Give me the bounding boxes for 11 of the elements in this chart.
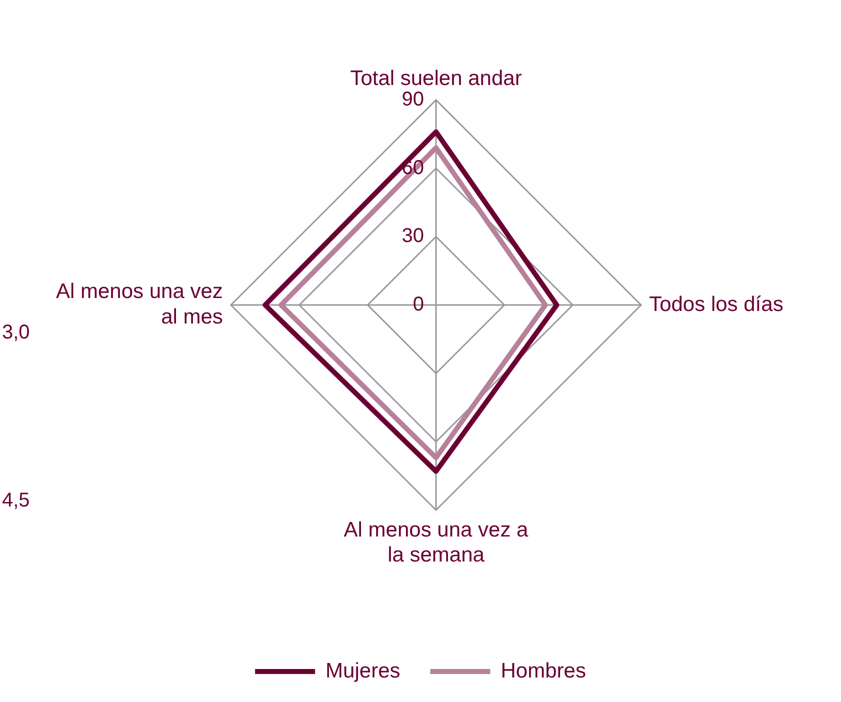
text: 4,5 [2, 490, 30, 512]
y-tick-label: 0 [412, 294, 424, 316]
y-tick-label: 90 [402, 88, 424, 110]
spoke-label: Total suelen andar [350, 67, 522, 90]
legend-label: Mujeres [326, 659, 400, 682]
spoke-label: Al menos una vez a la semana [344, 518, 529, 567]
y-tick-label: 30 [402, 225, 424, 248]
spoke-label: Todos los días [649, 292, 784, 316]
legend-label: Hombres [500, 659, 586, 682]
text: 3,0 [2, 322, 30, 344]
spoke-label: Al menos una vez al mes [56, 280, 223, 328]
